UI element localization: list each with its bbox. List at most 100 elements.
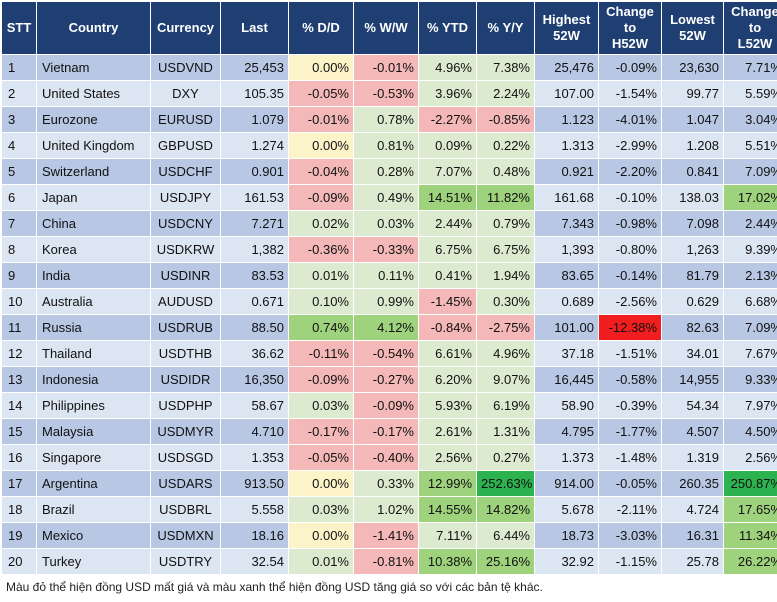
cell-last: 0.901 xyxy=(220,158,289,185)
cell-ww: 0.28% xyxy=(353,158,419,185)
table-row: 20 Turkey USDTRY 32.54 0.01% -0.81% 10.38% 25.1… xyxy=(1,548,777,575)
table-row: 18 Brazil USDBRL 5.558 0.03% 1.02% 14.55% 14.82… xyxy=(1,496,777,523)
cell-ytd: 7.11% xyxy=(418,522,477,549)
cell-yy: 6.75% xyxy=(476,236,535,263)
cell-last: 1.274 xyxy=(220,132,289,159)
cell-stt: 11 xyxy=(1,314,37,341)
cell-country: Singapore xyxy=(36,444,151,471)
cell-currency: EURUSD xyxy=(150,106,221,133)
cell-dd: 0.03% xyxy=(288,496,354,523)
cell-yy: 14.82% xyxy=(476,496,535,523)
cell-country: Eurozone xyxy=(36,106,151,133)
cell-ww: -0.81% xyxy=(353,548,419,575)
cell-country: India xyxy=(36,262,151,289)
cell-change-l52w: 2.13% xyxy=(723,262,777,289)
cell-change-l52w: 9.39% xyxy=(723,236,777,263)
table-row: 5 Switzerland USDCHF 0.901 -0.04% 0.28% 7.07% 0… xyxy=(1,158,777,185)
cell-ytd: 2.56% xyxy=(418,444,477,471)
cell-change-l52w: 7.09% xyxy=(723,158,777,185)
cell-country: United Kingdom xyxy=(36,132,151,159)
cell-high52w: 83.65 xyxy=(534,262,599,289)
cell-change-h52w: -2.99% xyxy=(598,132,662,159)
cell-ytd: 0.41% xyxy=(418,262,477,289)
cell-change-l52w: 5.51% xyxy=(723,132,777,159)
cell-currency: USDMXN xyxy=(150,522,221,549)
cell-currency: USDPHP xyxy=(150,392,221,419)
cell-stt: 19 xyxy=(1,522,37,549)
cell-dd: 0.00% xyxy=(288,132,354,159)
cell-high52w: 1.373 xyxy=(534,444,599,471)
cell-country: Australia xyxy=(36,288,151,315)
cell-yy: 11.82% xyxy=(476,184,535,211)
cell-low52w: 1,263 xyxy=(661,236,724,263)
cell-dd: 0.01% xyxy=(288,548,354,575)
cell-stt: 20 xyxy=(1,548,37,575)
cell-high52w: 161.68 xyxy=(534,184,599,211)
cell-high52w: 7.343 xyxy=(534,210,599,237)
cell-change-l52w: 5.59% xyxy=(723,80,777,107)
cell-yy: 0.30% xyxy=(476,288,535,315)
cell-change-l52w: 2.56% xyxy=(723,444,777,471)
currency-table: STT Country Currency Last% D/D% W/W% YTD% Y… xyxy=(1,1,777,575)
cell-change-h52w: -2.20% xyxy=(598,158,662,185)
cell-stt: 3 xyxy=(1,106,37,133)
cell-country: Indonesia xyxy=(36,366,151,393)
cell-last: 83.53 xyxy=(220,262,289,289)
cell-dd: 0.10% xyxy=(288,288,354,315)
header-yy: % Y/Y xyxy=(476,1,535,55)
table-row: 2 United States DXY 105.35 -0.05% -0.53% 3.96%… xyxy=(1,80,777,107)
cell-ww: 0.99% xyxy=(353,288,419,315)
cell-yy: 1.94% xyxy=(476,262,535,289)
table-row: 16 Singapore USDSGD 1.353 -0.05% -0.40% 2.56% 0… xyxy=(1,444,777,471)
cell-ww: -1.41% xyxy=(353,522,419,549)
header-change-l52w: Change to L52W xyxy=(723,1,777,55)
cell-currency: GBPUSD xyxy=(150,132,221,159)
cell-ww: 4.12% xyxy=(353,314,419,341)
cell-change-l52w: 11.34% xyxy=(723,522,777,549)
cell-high52w: 101.00 xyxy=(534,314,599,341)
table-row: 15 Malaysia USDMYR 4.710 -0.17% -0.17% 2.61% 1.… xyxy=(1,418,777,445)
cell-change-l52w: 26.22% xyxy=(723,548,777,575)
cell-ytd: 5.93% xyxy=(418,392,477,419)
cell-low52w: 4.724 xyxy=(661,496,724,523)
cell-low52w: 1.208 xyxy=(661,132,724,159)
header-low52w: Lowest 52W xyxy=(661,1,724,55)
cell-currency: USDRUB xyxy=(150,314,221,341)
cell-country: Thailand xyxy=(36,340,151,367)
cell-dd: -0.09% xyxy=(288,184,354,211)
cell-ww: 0.78% xyxy=(353,106,419,133)
cell-change-h52w: -1.48% xyxy=(598,444,662,471)
cell-stt: 18 xyxy=(1,496,37,523)
cell-currency: USDTHB xyxy=(150,340,221,367)
cell-yy: -2.75% xyxy=(476,314,535,341)
cell-stt: 5 xyxy=(1,158,37,185)
cell-yy: 252.63% xyxy=(476,470,535,497)
cell-ytd: 3.96% xyxy=(418,80,477,107)
cell-dd: 0.01% xyxy=(288,262,354,289)
cell-ww: 0.03% xyxy=(353,210,419,237)
cell-dd: -0.01% xyxy=(288,106,354,133)
cell-high52w: 1.123 xyxy=(534,106,599,133)
cell-ytd: 2.61% xyxy=(418,418,477,445)
cell-ytd: 4.96% xyxy=(418,54,477,81)
cell-country: Turkey xyxy=(36,548,151,575)
cell-stt: 7 xyxy=(1,210,37,237)
header-row: STT Country Currency Last% D/D% W/W% YTD% Y… xyxy=(1,1,777,55)
cell-ww: 0.49% xyxy=(353,184,419,211)
cell-low52w: 23,630 xyxy=(661,54,724,81)
cell-currency: USDVND xyxy=(150,54,221,81)
cell-change-h52w: -2.56% xyxy=(598,288,662,315)
cell-change-h52w: -0.05% xyxy=(598,470,662,497)
cell-dd: 0.00% xyxy=(288,522,354,549)
table-row: 9 India USDINR 83.53 0.01% 0.11% 0.41% 1.94% 83.… xyxy=(1,262,777,289)
cell-country: Vietnam xyxy=(36,54,151,81)
table-row: 8 Korea USDKRW 1,382 -0.36% -0.33% 6.75% 6.75% 1… xyxy=(1,236,777,263)
table-row: 11 Russia USDRUB 88.50 0.74% 4.12% -0.84% -2.75… xyxy=(1,314,777,341)
cell-low52w: 7.098 xyxy=(661,210,724,237)
cell-country: Korea xyxy=(36,236,151,263)
cell-change-h52w: -0.58% xyxy=(598,366,662,393)
footnote: Màu đỏ thể hiện đồng USD mất giá và màu … xyxy=(6,580,543,594)
table-row: 13 Indonesia USDIDR 16,350 -0.09% -0.27% 6.20%… xyxy=(1,366,777,393)
cell-dd: -0.04% xyxy=(288,158,354,185)
